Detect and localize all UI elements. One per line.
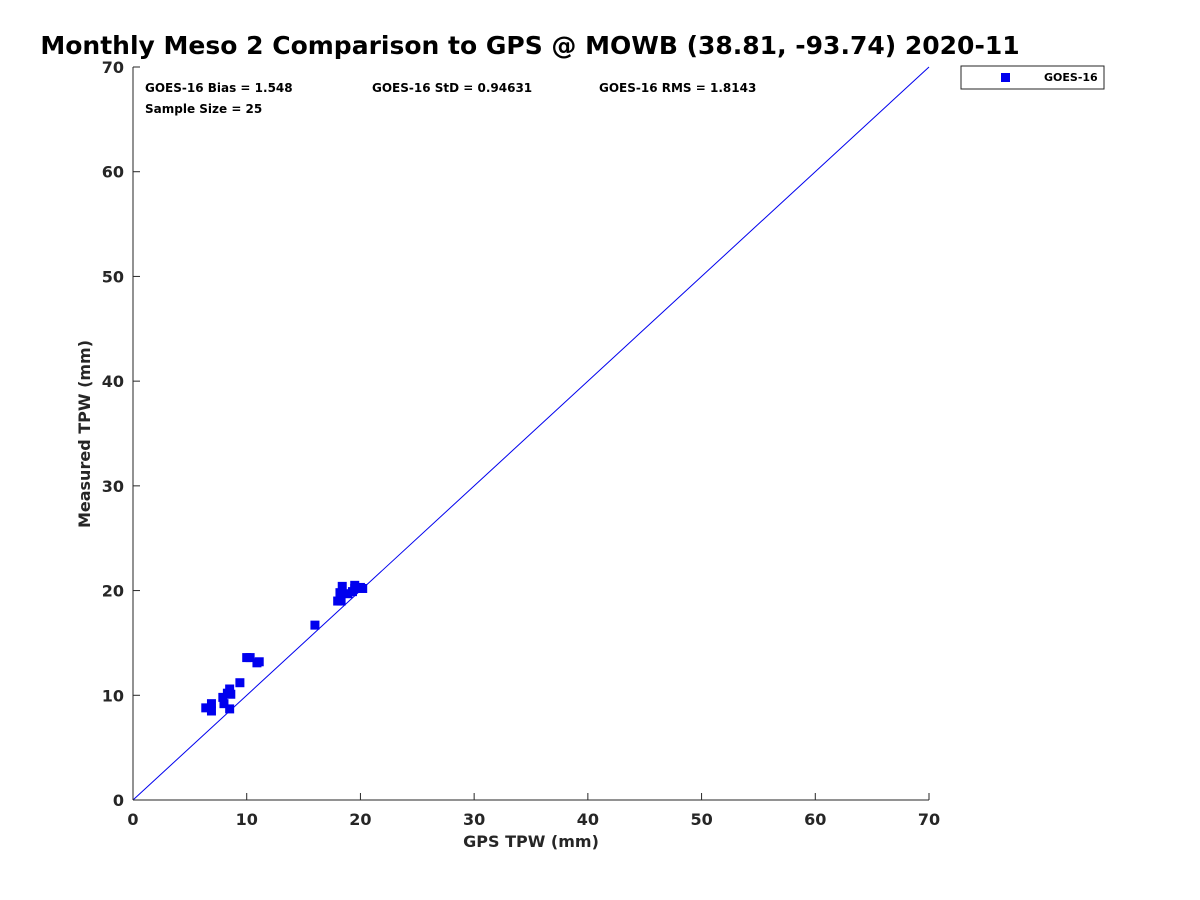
std-stat: GOES-16 StD = 0.94631 <box>372 81 532 95</box>
data-point <box>358 583 368 593</box>
data-point <box>350 580 360 590</box>
x-axis-label: GPS TPW (mm) <box>463 832 599 851</box>
one-to-one-line <box>132 66 930 801</box>
y-tick-label: 50 <box>102 267 124 286</box>
data-point <box>225 704 235 714</box>
x-tick-label: 60 <box>804 810 826 829</box>
data-point <box>225 684 235 694</box>
y-tick-label: 20 <box>102 582 124 601</box>
legend-box <box>960 65 1105 90</box>
x-tick-label: 20 <box>349 810 371 829</box>
data-point <box>201 703 211 713</box>
statistics-annotations: GOES-16 Bias = 1.548 GOES-16 StD = 0.946… <box>145 81 756 116</box>
x-tick-label: 30 <box>463 810 485 829</box>
legend: GOES-16 <box>960 65 1105 90</box>
x-tick-label: 10 <box>236 810 258 829</box>
data-points <box>201 580 368 716</box>
y-axis-ticks: 0 10 20 30 40 50 60 70 <box>102 58 140 810</box>
data-point <box>343 589 353 599</box>
y-tick-label: 10 <box>102 686 124 705</box>
data-point <box>218 692 228 702</box>
data-point <box>310 620 320 630</box>
legend-marker-square <box>1001 73 1010 82</box>
x-tick-label: 70 <box>918 810 940 829</box>
y-tick-label: 70 <box>102 58 124 77</box>
y-tick-label: 0 <box>113 791 124 810</box>
data-point <box>337 581 347 591</box>
data-point <box>206 699 216 709</box>
data-point <box>336 596 346 606</box>
bias-stat: GOES-16 Bias = 1.548 <box>145 81 293 95</box>
y-tick-label: 60 <box>102 163 124 182</box>
data-point <box>235 678 245 688</box>
y-tick-label: 40 <box>102 372 124 391</box>
x-tick-label: 50 <box>690 810 712 829</box>
data-point <box>219 699 229 709</box>
one-to-one-line-group <box>132 66 930 801</box>
rms-stat: GOES-16 RMS = 1.8143 <box>599 81 756 95</box>
y-axis-label: Measured TPW (mm) <box>75 340 94 528</box>
data-point <box>254 657 264 667</box>
sample-size-stat: Sample Size = 25 <box>145 102 262 116</box>
chart-title: Monthly Meso 2 Comparison to GPS @ MOWB … <box>40 31 1019 60</box>
x-tick-label: 0 <box>127 810 138 829</box>
data-point <box>206 706 216 716</box>
data-point <box>226 689 236 699</box>
plot-area: 0 10 20 30 40 50 60 70 0 10 20 30 40 50 60 70 <box>102 58 940 829</box>
legend-label-goes16: GOES-16 <box>1044 71 1098 84</box>
x-axis-ticks: 0 10 20 30 40 50 60 70 <box>127 793 940 829</box>
y-tick-label: 30 <box>102 477 124 496</box>
data-point <box>335 588 345 598</box>
x-tick-label: 40 <box>577 810 599 829</box>
data-point <box>245 653 255 663</box>
